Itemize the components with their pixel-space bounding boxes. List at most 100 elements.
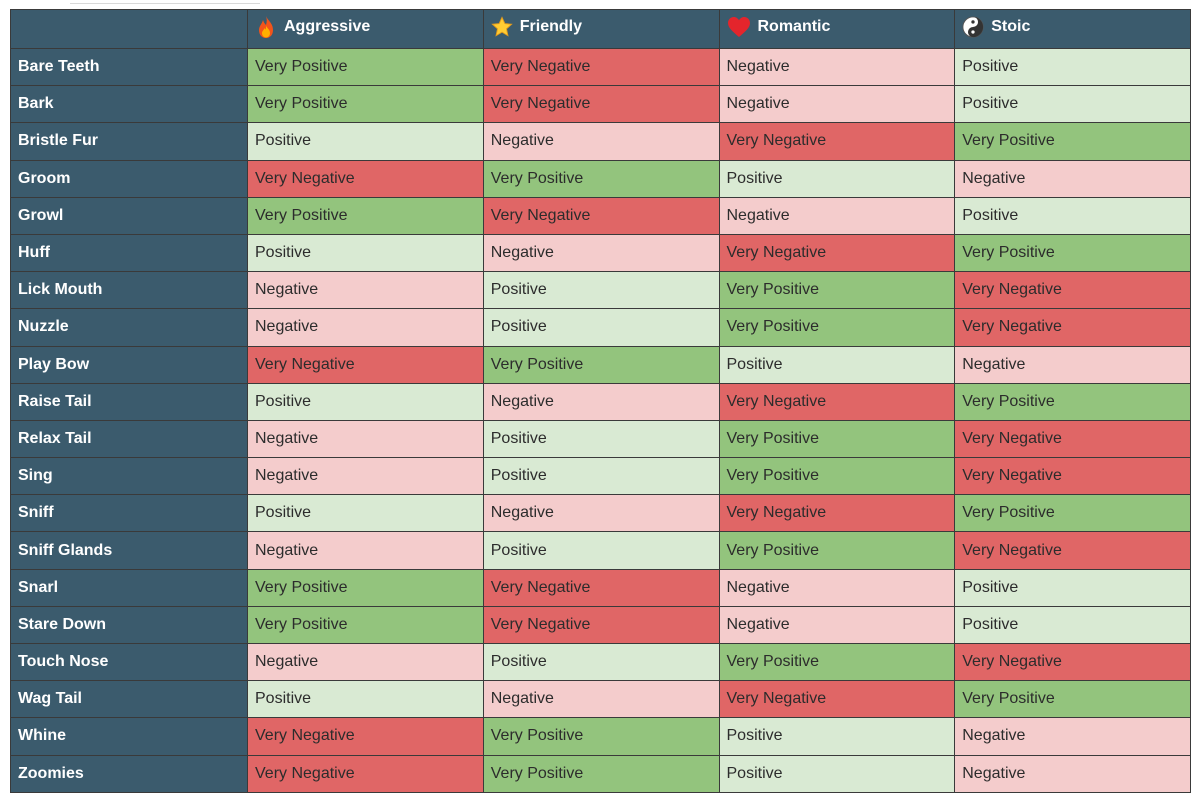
table-row: Zoomies Very Negative Very Positive Positiv… bbox=[10, 754, 1191, 793]
rating-cell-friendly: Negative bbox=[482, 233, 720, 273]
rating-cell-stoic: Very Positive bbox=[954, 122, 1191, 161]
star-icon bbox=[491, 15, 513, 38]
row-label: Relax Tail bbox=[10, 419, 248, 459]
row-label: Sing bbox=[10, 457, 248, 496]
rating-cell-romantic: Negative bbox=[718, 47, 956, 87]
rating-cell-aggressive: Very Negative bbox=[247, 159, 484, 198]
table-row: Stare Down Very Positive Very Negative Nega… bbox=[10, 605, 1191, 645]
corner-header-cell bbox=[10, 9, 248, 49]
rating-cell-aggressive: Negative bbox=[247, 271, 484, 310]
behavior-personality-table: Aggressive Friendly bbox=[10, 9, 1191, 793]
rating-cell-aggressive: Very Positive bbox=[247, 196, 484, 235]
table-row: Raise Tail Positive Negative Very Negative V… bbox=[10, 382, 1191, 421]
rating-cell-stoic: Very Negative bbox=[954, 642, 1191, 682]
rating-cell-stoic: Positive bbox=[954, 47, 1191, 87]
rating-cell-romantic: Very Negative bbox=[718, 233, 956, 273]
rating-cell-friendly: Negative bbox=[482, 680, 720, 719]
rating-cell-friendly: Negative bbox=[482, 382, 720, 421]
rating-cell-friendly: Positive bbox=[482, 419, 720, 459]
table-row: Sniff Positive Negative Very Negative Very P… bbox=[10, 494, 1191, 533]
rating-cell-friendly: Positive bbox=[482, 457, 720, 496]
rating-cell-friendly: Very Positive bbox=[482, 345, 720, 384]
table-row: Play Bow Very Negative Very Positive Positi… bbox=[10, 345, 1191, 384]
rating-cell-romantic: Positive bbox=[718, 159, 956, 198]
rating-cell-aggressive: Positive bbox=[247, 233, 484, 273]
table-row: Sing Negative Positive Very Positive Very Ne… bbox=[10, 457, 1191, 496]
rating-cell-aggressive: Very Positive bbox=[247, 85, 484, 124]
rating-cell-friendly: Negative bbox=[482, 494, 720, 533]
rating-cell-aggressive: Negative bbox=[247, 419, 484, 459]
rating-cell-friendly: Positive bbox=[482, 308, 720, 347]
row-label: Zoomies bbox=[10, 754, 248, 793]
rating-cell-romantic: Negative bbox=[718, 568, 956, 607]
rating-cell-stoic: Very Positive bbox=[954, 680, 1191, 719]
row-label: Touch Nose bbox=[10, 642, 248, 682]
row-label: Groom bbox=[10, 159, 248, 198]
rating-cell-romantic: Very Positive bbox=[718, 531, 956, 570]
table-row: Whine Very Negative Very Positive Positive N… bbox=[10, 717, 1191, 756]
table-row: Snarl Very Positive Very Negative Negative P… bbox=[10, 568, 1191, 607]
rating-cell-romantic: Very Positive bbox=[718, 457, 956, 496]
column-header-aggressive: Aggressive bbox=[247, 9, 484, 49]
rating-cell-romantic: Negative bbox=[718, 196, 956, 235]
column-label: Romantic bbox=[757, 17, 831, 35]
row-label: Stare Down bbox=[10, 605, 248, 645]
row-label: Nuzzle bbox=[10, 308, 248, 347]
rating-cell-stoic: Negative bbox=[954, 159, 1191, 198]
rating-cell-aggressive: Negative bbox=[247, 457, 484, 496]
rating-cell-stoic: Very Positive bbox=[954, 233, 1191, 273]
row-label: Whine bbox=[10, 717, 248, 756]
rating-cell-friendly: Very Negative bbox=[482, 47, 720, 87]
rating-cell-stoic: Positive bbox=[954, 85, 1191, 124]
column-header-stoic: Stoic bbox=[954, 9, 1191, 49]
table-row: Wag Tail Positive Negative Very Negative Ver… bbox=[10, 680, 1191, 719]
row-label: Bark bbox=[10, 85, 248, 124]
row-label: Huff bbox=[10, 233, 248, 273]
rating-cell-stoic: Positive bbox=[954, 196, 1191, 235]
cropped-caption-fragment bbox=[70, 0, 260, 4]
rating-cell-stoic: Negative bbox=[954, 754, 1191, 793]
rating-cell-friendly: Positive bbox=[482, 271, 720, 310]
rating-cell-aggressive: Positive bbox=[247, 680, 484, 719]
rating-cell-friendly: Very Negative bbox=[482, 85, 720, 124]
rating-cell-romantic: Very Negative bbox=[718, 680, 956, 719]
row-label: Play Bow bbox=[10, 345, 248, 384]
table-body: Bare Teeth Very Positive Very Negative Nega… bbox=[10, 47, 1191, 793]
row-label: Wag Tail bbox=[10, 680, 248, 719]
table-row: Huff Positive Negative Very Negative Very Po… bbox=[10, 233, 1191, 273]
column-label: Aggressive bbox=[284, 17, 371, 35]
rating-cell-friendly: Positive bbox=[482, 642, 720, 682]
column-label: Friendly bbox=[519, 17, 582, 35]
rating-cell-romantic: Very Positive bbox=[718, 308, 956, 347]
column-header-romantic: Romantic bbox=[718, 9, 956, 49]
rating-cell-aggressive: Very Negative bbox=[247, 754, 484, 793]
heart-icon bbox=[727, 16, 751, 38]
rating-cell-friendly: Very Positive bbox=[482, 159, 720, 198]
rating-cell-stoic: Positive bbox=[954, 568, 1191, 607]
column-label: Stoic bbox=[991, 17, 1031, 35]
rating-cell-stoic: Very Negative bbox=[954, 531, 1191, 570]
rating-cell-stoic: Very Negative bbox=[954, 308, 1191, 347]
rating-cell-aggressive: Negative bbox=[247, 308, 484, 347]
rating-cell-friendly: Very Negative bbox=[482, 568, 720, 607]
rating-cell-aggressive: Negative bbox=[247, 531, 484, 570]
rating-cell-stoic: Very Negative bbox=[954, 457, 1191, 496]
row-label: Lick Mouth bbox=[10, 271, 248, 310]
rating-cell-friendly: Very Negative bbox=[482, 196, 720, 235]
rating-cell-aggressive: Positive bbox=[247, 122, 484, 161]
table-row: Lick Mouth Negative Positive Very Positive V… bbox=[10, 271, 1191, 310]
yin-yang-icon bbox=[962, 15, 984, 38]
row-label: Snarl bbox=[10, 568, 248, 607]
table-row: Touch Nose Negative Positive Very Positive V… bbox=[10, 642, 1191, 682]
rating-cell-romantic: Positive bbox=[718, 345, 956, 384]
rating-cell-romantic: Very Negative bbox=[718, 382, 956, 421]
rating-cell-romantic: Positive bbox=[718, 717, 956, 756]
table-row: Bare Teeth Very Positive Very Negative Nega… bbox=[10, 47, 1191, 87]
header-row: Aggressive Friendly bbox=[10, 9, 1191, 49]
table-row: Relax Tail Negative Positive Very Positive V… bbox=[10, 419, 1191, 459]
rating-cell-romantic: Negative bbox=[718, 605, 956, 645]
rating-cell-stoic: Very Positive bbox=[954, 494, 1191, 533]
rating-cell-romantic: Very Negative bbox=[718, 122, 956, 161]
rating-cell-friendly: Very Positive bbox=[482, 717, 720, 756]
rating-cell-aggressive: Very Positive bbox=[247, 568, 484, 607]
